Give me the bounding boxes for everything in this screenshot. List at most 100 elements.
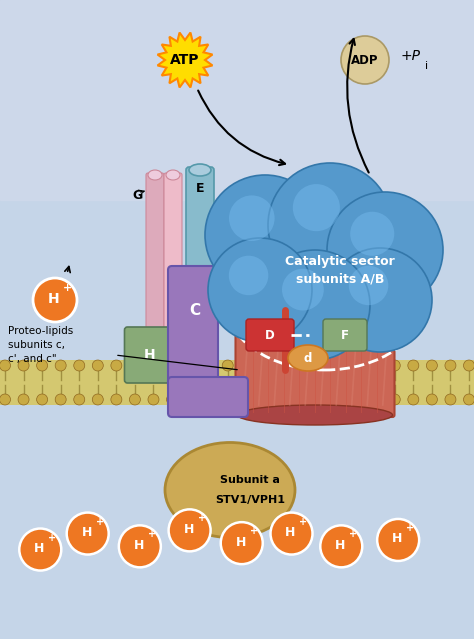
Circle shape <box>185 394 196 405</box>
Circle shape <box>36 360 47 371</box>
Circle shape <box>296 394 308 405</box>
Circle shape <box>129 394 140 405</box>
Circle shape <box>92 394 103 405</box>
FancyBboxPatch shape <box>246 319 294 351</box>
Circle shape <box>327 192 443 308</box>
Circle shape <box>389 360 400 371</box>
Text: H: H <box>183 523 194 536</box>
Text: +: + <box>300 516 308 527</box>
Text: Proteo-lipids
subunits c,
c', and c": Proteo-lipids subunits c, c', and c" <box>8 326 73 364</box>
Text: +: + <box>198 513 206 523</box>
Bar <box>0 0 474 200</box>
Bar <box>0 360 474 405</box>
Circle shape <box>334 360 345 371</box>
Circle shape <box>315 360 326 371</box>
Text: H: H <box>48 292 60 306</box>
Text: +: + <box>250 526 258 536</box>
Circle shape <box>427 360 438 371</box>
Circle shape <box>315 394 326 405</box>
Text: H: H <box>134 539 144 552</box>
Circle shape <box>271 512 312 555</box>
Circle shape <box>259 360 270 371</box>
Text: H: H <box>236 535 246 549</box>
Circle shape <box>111 394 122 405</box>
Polygon shape <box>157 33 212 88</box>
FancyBboxPatch shape <box>125 327 185 383</box>
Circle shape <box>55 394 66 405</box>
Circle shape <box>92 360 103 371</box>
Text: H: H <box>82 526 92 539</box>
Text: F: F <box>341 328 349 341</box>
Text: H: H <box>392 532 402 546</box>
FancyBboxPatch shape <box>186 167 214 338</box>
Circle shape <box>268 163 392 287</box>
Circle shape <box>129 360 140 371</box>
Circle shape <box>33 278 77 322</box>
Circle shape <box>222 360 233 371</box>
Circle shape <box>185 360 196 371</box>
Circle shape <box>296 360 308 371</box>
Text: STV1/VPH1: STV1/VPH1 <box>215 495 285 505</box>
Circle shape <box>111 360 122 371</box>
Ellipse shape <box>165 442 295 537</box>
Text: +: + <box>64 283 73 293</box>
Text: H: H <box>144 348 156 362</box>
Circle shape <box>221 522 263 564</box>
Circle shape <box>18 360 29 371</box>
Circle shape <box>241 360 252 371</box>
Ellipse shape <box>237 405 392 425</box>
Text: +: + <box>148 529 156 539</box>
Text: G: G <box>133 189 143 201</box>
Circle shape <box>222 394 233 405</box>
Circle shape <box>205 175 325 295</box>
Circle shape <box>278 394 289 405</box>
Text: E: E <box>196 181 204 194</box>
Circle shape <box>464 360 474 371</box>
Circle shape <box>241 394 252 405</box>
Circle shape <box>427 394 438 405</box>
Circle shape <box>229 256 268 295</box>
Circle shape <box>278 360 289 371</box>
Text: +: + <box>48 532 56 543</box>
Text: +: + <box>406 523 414 533</box>
Circle shape <box>18 394 29 405</box>
Circle shape <box>119 525 161 567</box>
Circle shape <box>445 394 456 405</box>
Circle shape <box>148 394 159 405</box>
Circle shape <box>55 360 66 371</box>
Ellipse shape <box>189 164 211 176</box>
FancyBboxPatch shape <box>323 319 367 351</box>
Circle shape <box>352 394 363 405</box>
Text: Catalytic sector
subunits A/B: Catalytic sector subunits A/B <box>285 254 395 286</box>
Circle shape <box>204 360 215 371</box>
Ellipse shape <box>166 170 180 180</box>
FancyBboxPatch shape <box>146 173 164 332</box>
Circle shape <box>260 250 370 360</box>
Circle shape <box>352 360 363 371</box>
FancyBboxPatch shape <box>168 377 248 417</box>
Text: H: H <box>285 526 296 539</box>
Ellipse shape <box>148 170 162 180</box>
Circle shape <box>74 360 85 371</box>
Text: +: + <box>96 516 104 527</box>
Circle shape <box>282 269 324 311</box>
Circle shape <box>19 528 61 571</box>
Circle shape <box>229 196 274 241</box>
Text: d: d <box>304 351 312 364</box>
Text: +P: +P <box>401 49 421 63</box>
Text: Subunit a: Subunit a <box>220 475 280 485</box>
Circle shape <box>349 266 388 305</box>
Circle shape <box>166 360 178 371</box>
Circle shape <box>445 360 456 371</box>
Circle shape <box>334 394 345 405</box>
Circle shape <box>293 184 340 231</box>
Circle shape <box>0 394 10 405</box>
Ellipse shape <box>288 345 328 371</box>
Circle shape <box>371 394 382 405</box>
Text: C: C <box>190 302 201 318</box>
Circle shape <box>350 212 394 256</box>
Text: ADP: ADP <box>351 54 379 66</box>
Circle shape <box>320 525 362 567</box>
Text: i: i <box>426 61 428 71</box>
Text: H: H <box>34 542 45 555</box>
